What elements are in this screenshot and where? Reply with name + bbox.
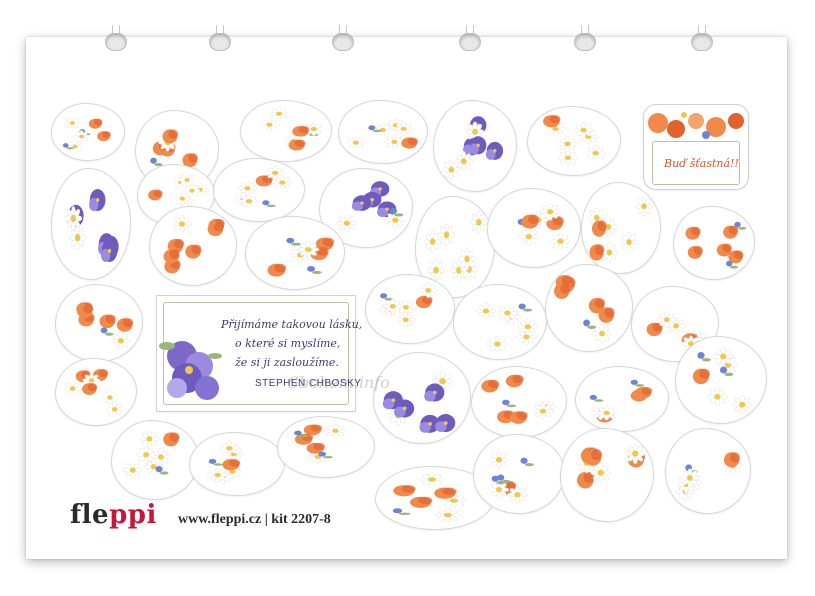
flower-sticker-daisy[interactable] [416, 197, 494, 297]
quote-sticker[interactable]: Přijímáme takovou lásku, o které si mysl… [157, 296, 362, 411]
greeting-text: Buď šťastná!! [664, 157, 739, 170]
flower-sticker-poppy[interactable] [561, 429, 653, 521]
binder-hole [456, 25, 482, 51]
flower-illustration [442, 116, 504, 180]
flower-illustration [692, 346, 753, 415]
flower-illustration [392, 472, 468, 523]
binder-hole [571, 25, 597, 51]
flower-sticker-daisy[interactable] [454, 285, 546, 359]
fleppi-logo: fleppi [70, 500, 157, 530]
binder-hole [688, 25, 714, 51]
flower-sticker-pansy[interactable] [52, 169, 130, 279]
watermark: Sbohem.info [288, 373, 390, 392]
greeting-frame [652, 141, 740, 185]
flower-illustration [423, 210, 488, 282]
flower-illustration [517, 202, 571, 251]
binder-hole [329, 25, 355, 51]
flower-sticker-poppy[interactable] [472, 367, 566, 437]
flower-sticker-daisy[interactable] [666, 429, 750, 513]
flower-sticker-daisy[interactable] [52, 104, 124, 160]
flower-illustration [76, 302, 134, 350]
flower-illustration [382, 371, 456, 433]
flower-illustration [163, 215, 225, 274]
flower-sticker-daisy[interactable] [528, 107, 620, 175]
flower-illustration [64, 189, 119, 262]
flower-sticker-poppy[interactable] [56, 359, 136, 425]
flower-illustration [685, 221, 747, 269]
flower-illustration [587, 196, 653, 263]
flower-illustration [62, 116, 111, 153]
flower-sticker-pansy[interactable] [434, 101, 516, 191]
flower-sticker-poppy[interactable] [278, 417, 374, 477]
flower-sticker-daisy[interactable] [241, 101, 331, 161]
flower-sticker-poppy[interactable] [488, 189, 580, 267]
flower-sticker-daisy[interactable] [366, 275, 454, 343]
flower-sticker-daisy[interactable] [676, 337, 766, 423]
pansy-illustration [159, 341, 222, 400]
binder-hole [102, 25, 128, 51]
flower-illustration [488, 450, 534, 504]
quote-line-3: že si ji zasloužíme. [235, 356, 339, 369]
flower-sticker-daisy[interactable] [112, 421, 198, 499]
flower-illustration [207, 441, 245, 485]
sticker-sheet: Přijímáme takovou lásku, o které si mysl… [26, 25, 787, 559]
binder-hole [206, 25, 232, 51]
flower-sticker-poppy[interactable] [576, 367, 668, 431]
quote-frame [163, 302, 349, 405]
flower-illustration [148, 173, 209, 208]
flower-illustration [589, 379, 653, 423]
flower-illustration [475, 302, 539, 353]
flower-illustration [554, 275, 615, 344]
flower-illustration [123, 430, 180, 479]
flower-illustration [543, 115, 607, 166]
flower-illustration [267, 237, 335, 277]
flower-illustration [378, 282, 439, 328]
flower-illustration [294, 424, 347, 464]
flower-sticker-poppy[interactable] [56, 285, 142, 361]
footer-url-kit: www.fleppi.cz | kit 2207-8 [178, 512, 331, 527]
flower-illustration [233, 165, 293, 209]
flower-sticker-daisy[interactable] [214, 159, 304, 221]
greeting-sticker[interactable]: Buď šťastná!! [644, 105, 748, 189]
flower-sticker-poppy[interactable] [582, 183, 660, 273]
poppy-illustration [648, 112, 744, 139]
flower-illustration [150, 129, 199, 180]
flower-sticker-daisy[interactable] [190, 433, 284, 495]
flower-sticker-poppy[interactable] [246, 217, 344, 289]
flower-sticker-poppy[interactable] [150, 207, 236, 285]
flower-illustration [576, 443, 646, 489]
flower-sticker-pansy[interactable] [374, 353, 470, 443]
flower-sticker-daisy[interactable] [474, 435, 564, 513]
flower-sticker-poppy[interactable] [546, 265, 632, 351]
flower-illustration [481, 374, 557, 424]
flower-sticker-poppy[interactable] [674, 207, 754, 279]
flower-illustration [675, 452, 743, 501]
flower-illustration [259, 106, 324, 151]
flower-illustration [345, 118, 419, 150]
quote-line-2: o které si myslíme, [235, 337, 341, 350]
quote-author: STEPHEN CHBOSKY [255, 378, 362, 389]
flower-illustration [63, 369, 124, 417]
flower-sticker-daisy[interactable] [339, 101, 427, 163]
flower-illustration [336, 181, 406, 232]
quote-line-1: Přijímáme takovou lásku, [221, 318, 363, 331]
